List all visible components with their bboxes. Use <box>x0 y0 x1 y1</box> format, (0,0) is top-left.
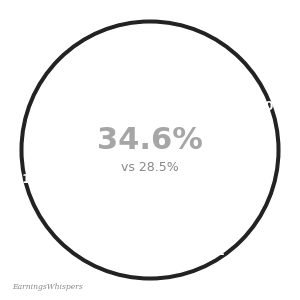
Wedge shape <box>177 193 225 251</box>
Text: 10: 10 <box>256 100 274 113</box>
Text: 15: 15 <box>22 173 39 186</box>
Text: vs 28.5%: vs 28.5% <box>121 161 179 174</box>
Wedge shape <box>36 36 203 264</box>
Circle shape <box>20 20 280 280</box>
Text: EarningsWhispers: EarningsWhispers <box>12 283 83 291</box>
Circle shape <box>24 24 276 276</box>
Wedge shape <box>150 36 264 235</box>
Text: 34.6%: 34.6% <box>97 126 203 155</box>
Text: 1: 1 <box>216 245 224 258</box>
